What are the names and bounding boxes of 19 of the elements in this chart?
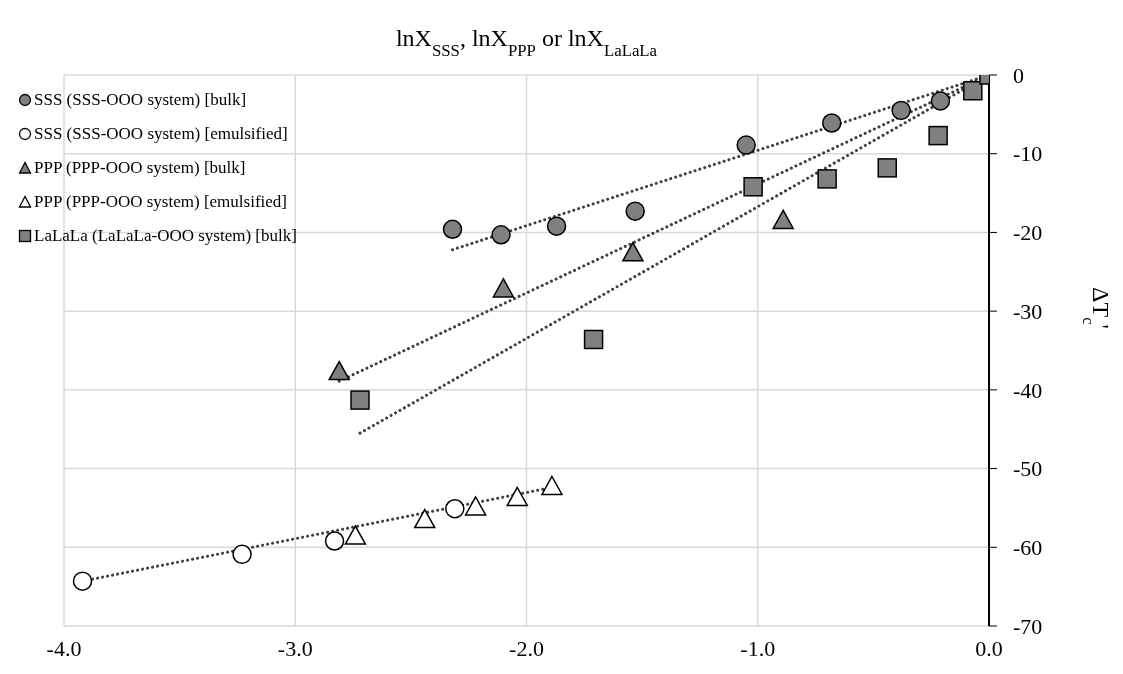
y-tick-label: -40 — [1013, 377, 1043, 403]
y-tick-label: -30 — [1013, 298, 1043, 324]
x-tick-label: -3.0 — [277, 635, 313, 661]
x-tick-label: 0.0 — [975, 635, 1003, 661]
legend-label: PPP (PPP-OOO system) [bulk] — [34, 158, 246, 178]
legend-label: PPP (PPP-OOO system) [emulsified] — [34, 192, 287, 212]
y-tick-label: -70 — [1013, 613, 1043, 639]
legend-label: LaLaLa (LaLaLa-OOO system) [bulk] — [34, 226, 297, 246]
x-axis-title: lnX$_{SSS}$, lnX$_{PPP}$ or lnX$_{LaLaLa}$ — [395, 25, 658, 60]
legend-label: SSS (SSS-OOO system) [emulsified] — [34, 124, 288, 144]
y-tick-label: -60 — [1013, 534, 1043, 560]
y-tick-label: 0 — [1013, 62, 1024, 88]
y-tick-label: -50 — [1013, 456, 1043, 482]
y-tick-label: -10 — [1013, 141, 1043, 167]
x-tick-label: -4.0 — [46, 635, 82, 661]
y-tick-label: -20 — [1013, 220, 1043, 246]
x-tick-label: -2.0 — [509, 635, 544, 661]
x-tick-label: -1.0 — [740, 635, 776, 661]
legend-label: SSS (SSS-OOO system) [bulk] — [34, 90, 247, 110]
